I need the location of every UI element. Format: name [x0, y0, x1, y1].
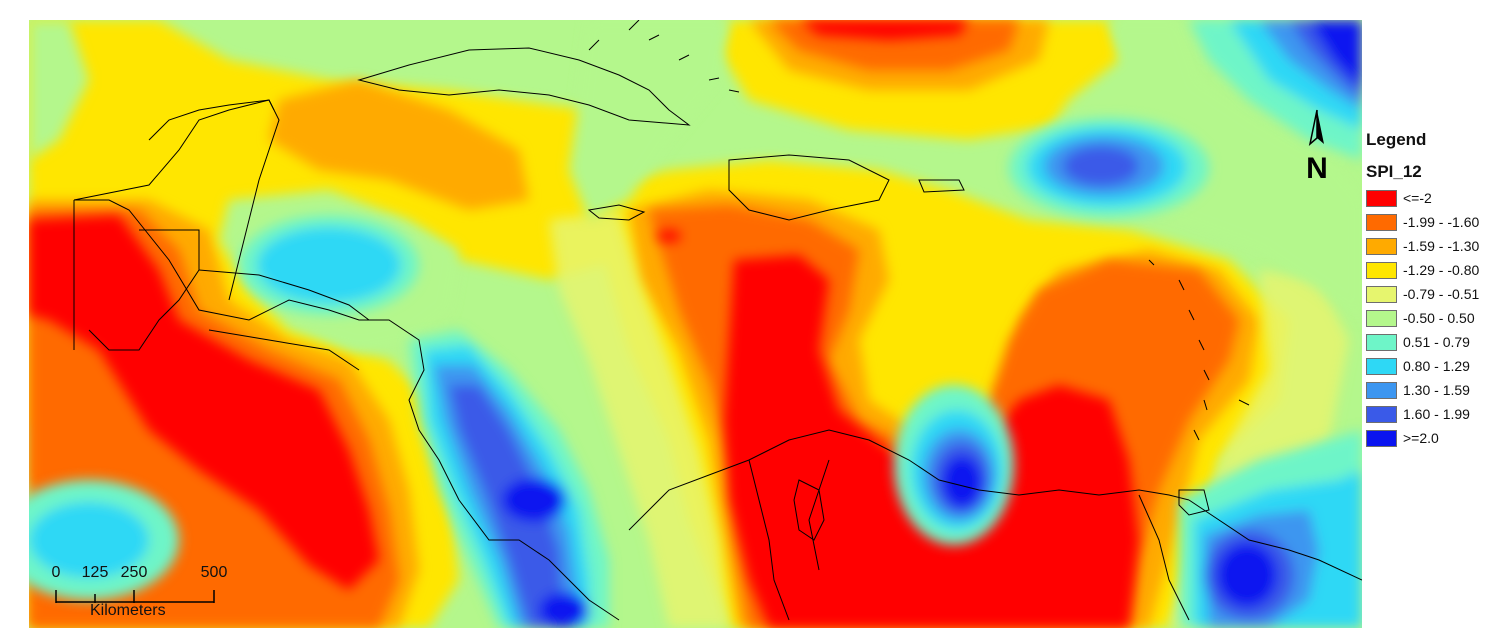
- colombia-venezuela-border: [748, 459, 830, 621]
- legend-item: 1.30 - 1.59: [1366, 378, 1500, 402]
- legend-item: -1.29 - -0.80: [1366, 258, 1500, 282]
- zone-guyana-high-5: [1217, 543, 1277, 607]
- legend-swatch: [1366, 429, 1397, 447]
- north-arrow: N: [1302, 108, 1332, 188]
- scale-bar: 0 125 250 500 Kilometers: [40, 560, 250, 626]
- spi-raster: [29, 20, 1362, 628]
- legend-swatch: [1366, 405, 1397, 423]
- yucatan-coast: [148, 99, 275, 141]
- zone-trinidad-high-5: [942, 456, 982, 508]
- legend: Legend SPI_12 <=-2 -1.99 - -1.60 -1.59 - -…: [1366, 130, 1500, 450]
- legend-swatch: [1366, 285, 1397, 303]
- legend-swatch: [1366, 261, 1397, 279]
- legend-item: -0.79 - -0.51: [1366, 282, 1500, 306]
- zone-neutral-caribbean: [569, 20, 729, 220]
- zone-east-caribbean-high-4: [1063, 146, 1139, 186]
- legend-swatch: [1366, 357, 1397, 375]
- scale-tick-label: 250: [120, 564, 148, 581]
- jamaica-outline: [587, 204, 646, 221]
- zone-red-central-america: [29, 215, 379, 590]
- legend-swatch: [1366, 309, 1397, 327]
- zone-red-jamaica-spot: [657, 230, 681, 242]
- zone-yellowgreen-mid: [549, 210, 729, 628]
- zone-cool-5: [1309, 20, 1362, 90]
- south-america-coast: [628, 429, 1190, 531]
- puerto-rico-outline: [918, 179, 965, 193]
- legend-swatch: [1366, 189, 1397, 207]
- legend-item: -1.99 - -1.60: [1366, 210, 1500, 234]
- hispaniola-outline: [728, 154, 890, 221]
- guatemala-border: [88, 229, 200, 351]
- legend-label: 1.60 - 1.99: [1403, 406, 1470, 422]
- trinidad-outline: [1178, 489, 1210, 516]
- zone-honduras-high-2: [257, 227, 401, 303]
- coastlines: [73, 20, 1362, 621]
- legend-label: 0.51 - 0.79: [1403, 334, 1470, 350]
- legend-item: -1.59 - -1.30: [1366, 234, 1500, 258]
- legend-item: -0.50 - 0.50: [1366, 306, 1500, 330]
- scale-units-label: Kilometers: [90, 602, 166, 619]
- legend-item: 1.60 - 1.99: [1366, 402, 1500, 426]
- legend-classes: <=-2 -1.99 - -1.60 -1.59 - -1.30 -1.29 - -0…: [1366, 186, 1500, 450]
- lesser-antilles: [1148, 259, 1250, 441]
- north-arrow-icon: N: [1306, 109, 1328, 185]
- legend-item: <=-2: [1366, 186, 1500, 210]
- legend-item: >=2.0: [1366, 426, 1500, 450]
- zone-orange-gulf: [269, 80, 529, 210]
- spi-map: [29, 20, 1362, 628]
- legend-item: 0.80 - 1.29: [1366, 354, 1500, 378]
- legend-label: >=2.0: [1403, 430, 1439, 446]
- legend-title: Legend: [1366, 130, 1427, 149]
- zone-panama-high-5: [502, 478, 566, 522]
- zone-red-north: [799, 20, 969, 40]
- scale-tick-label: 500: [200, 564, 228, 581]
- legend-label: -1.29 - -0.80: [1403, 262, 1480, 278]
- zone-neutral-left: [29, 20, 89, 160]
- legend-swatch: [1366, 333, 1397, 351]
- guyana-coast: [1188, 499, 1362, 581]
- legend-label: -0.79 - -0.51: [1403, 286, 1480, 302]
- scale-tick-label: 125: [81, 564, 109, 581]
- zone-panama-high-6: [539, 592, 589, 628]
- legend-label: -0.50 - 0.50: [1403, 310, 1475, 326]
- honduras-border: [198, 269, 370, 371]
- bahamas: [588, 20, 740, 93]
- legend-swatch: [1366, 237, 1397, 255]
- central-america-outline: [74, 199, 620, 621]
- legend-label: <=-2: [1403, 190, 1432, 206]
- legend-label: 1.30 - 1.59: [1403, 382, 1470, 398]
- north-arrow-label: N: [1306, 152, 1328, 185]
- lake-maracaibo: [793, 479, 825, 541]
- venezuela-guyana-border: [1138, 494, 1190, 621]
- legend-swatch: [1366, 213, 1397, 231]
- zone-pacific-high-2: [29, 502, 149, 578]
- legend-field: SPI_12: [1366, 162, 1422, 181]
- legend-label: -1.99 - -1.60: [1403, 214, 1480, 230]
- scale-bar-line: [55, 590, 215, 603]
- legend-item: 0.51 - 0.79: [1366, 330, 1500, 354]
- scale-tick-label: 0: [51, 564, 61, 581]
- zone-red-venezuela: [724, 255, 1139, 628]
- legend-label: 0.80 - 1.29: [1403, 358, 1470, 374]
- legend-swatch: [1366, 381, 1397, 399]
- cuba-outline: [357, 47, 691, 126]
- legend-label: -1.59 - -1.30: [1403, 238, 1480, 254]
